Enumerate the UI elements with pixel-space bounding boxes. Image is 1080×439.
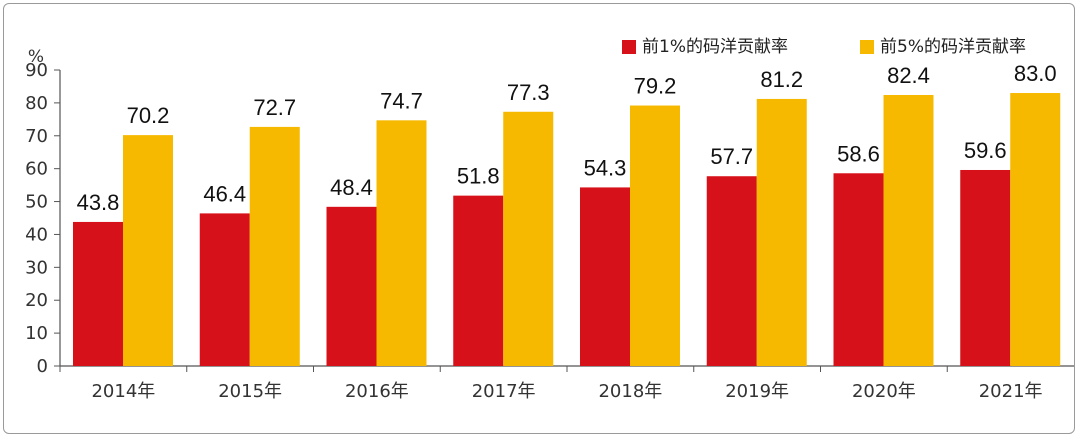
y-tick-label: 50 bbox=[25, 192, 48, 213]
bar-top5 bbox=[756, 98, 807, 366]
bar-value-label: 43.8 bbox=[77, 190, 120, 215]
bar-top5 bbox=[503, 111, 554, 366]
bar-value-label: 83.0 bbox=[1014, 61, 1057, 86]
bar-value-label: 46.4 bbox=[203, 181, 246, 206]
y-tick-label: 30 bbox=[25, 257, 48, 278]
x-tick-label: 2016年 bbox=[345, 381, 409, 402]
legend-label: 前1%的码洋贡献率 bbox=[642, 37, 788, 57]
bar-value-label: 57.7 bbox=[710, 144, 753, 169]
x-tick-label: 2020年 bbox=[852, 381, 916, 402]
bar-top5 bbox=[630, 105, 680, 367]
bar-value-label: 51.8 bbox=[457, 164, 500, 189]
bar-top5 bbox=[123, 135, 173, 366]
x-tick-label: 2015年 bbox=[218, 381, 282, 402]
bar-top1 bbox=[73, 221, 123, 366]
bar-top5 bbox=[1010, 93, 1061, 367]
bar-top5 bbox=[249, 126, 300, 366]
bar-top5 bbox=[376, 120, 427, 366]
x-tick-label: 2021年 bbox=[979, 381, 1043, 402]
bar-top1 bbox=[453, 195, 504, 366]
y-tick-label: 40 bbox=[25, 224, 48, 245]
x-tick-label: 2018年 bbox=[598, 381, 662, 402]
bar-value-label: 82.4 bbox=[887, 63, 930, 88]
x-tick-label: 2017年 bbox=[472, 381, 536, 402]
bar-top5 bbox=[883, 94, 934, 367]
bar-value-label: 58.6 bbox=[837, 141, 880, 166]
bar-value-label: 54.3 bbox=[584, 155, 627, 180]
y-tick-label: 20 bbox=[25, 290, 48, 311]
y-tick-label: 90 bbox=[25, 60, 48, 81]
data-labels: 43.8 70.2 46.4 72.7 48.4 74.7 51.8 77.3 54.3 79.2… bbox=[77, 61, 1057, 215]
bar-top1 bbox=[199, 213, 250, 366]
bar-top1 bbox=[326, 206, 377, 366]
bar-top1 bbox=[580, 187, 630, 366]
bar-value-label: 81.2 bbox=[760, 67, 803, 92]
legend: 前1%的码洋贡献率 前5%的码洋贡献率 bbox=[622, 37, 1026, 57]
legend-swatch bbox=[622, 40, 636, 54]
bar-value-label: 74.7 bbox=[380, 88, 423, 113]
bar-value-label: 70.2 bbox=[127, 103, 170, 128]
legend-swatch bbox=[860, 40, 874, 54]
bar-top1 bbox=[706, 176, 757, 366]
legend-label: 前5%的码洋贡献率 bbox=[880, 37, 1026, 57]
y-tick-label: 0 bbox=[37, 356, 48, 377]
y-axis-unit-label: % bbox=[28, 47, 44, 67]
bar-top1 bbox=[960, 169, 1011, 366]
bar-value-label: 72.7 bbox=[253, 95, 296, 120]
x-tick-label: 2014年 bbox=[91, 381, 155, 402]
x-tick-label: 2019年 bbox=[725, 381, 789, 402]
bar-value-label: 59.6 bbox=[964, 138, 1007, 163]
bar-top1 bbox=[833, 173, 884, 366]
bar-value-label: 77.3 bbox=[507, 80, 550, 105]
y-tick-label: 70 bbox=[25, 126, 48, 147]
bar-value-label: 79.2 bbox=[634, 74, 677, 99]
bar-value-label: 48.4 bbox=[330, 175, 373, 200]
bars bbox=[73, 93, 1061, 367]
y-tick-label: 60 bbox=[25, 159, 48, 180]
y-tick-label: 80 bbox=[25, 93, 48, 114]
y-tick-label: 10 bbox=[25, 323, 48, 344]
